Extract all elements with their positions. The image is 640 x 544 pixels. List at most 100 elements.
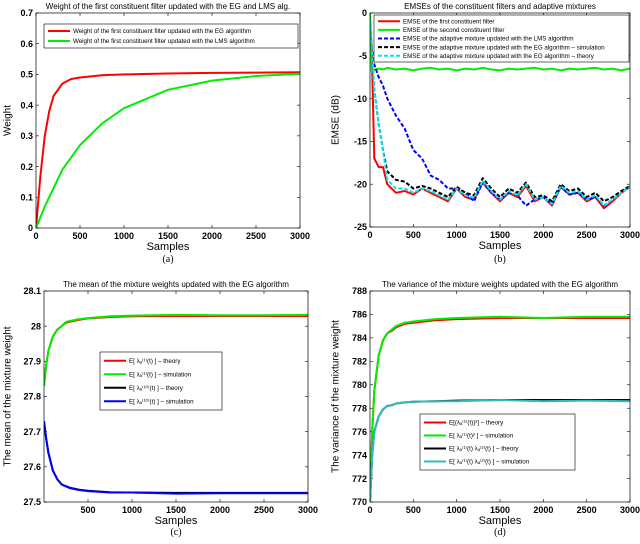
legend-entry: E[ λₐ⁽¹⁾(t)² ] – simulation: [449, 433, 514, 440]
chart-caption: (b): [494, 254, 506, 265]
y-tick-label: 0.4: [20, 100, 33, 110]
y-tick-label: 786: [352, 310, 367, 320]
legend-entry: E[ λₐ⁽¹⁾(t) ] – simulation: [129, 371, 192, 378]
y-axis-label: The mean of the mixture weight: [3, 326, 14, 466]
y-tick-label: 0.2: [20, 162, 33, 172]
legend-box: [43, 23, 299, 49]
chart-title: Weight of the first constituent filter u…: [46, 2, 290, 11]
x-tick-label: 1500: [490, 505, 510, 515]
x-tick-label: 2000: [202, 231, 222, 241]
x-tick-label: 500: [80, 505, 95, 515]
y-tick-label: 0.3: [20, 131, 33, 141]
x-axis-label: Samples: [155, 515, 198, 527]
x-tick-label: 2000: [533, 505, 553, 515]
y-tick-label: 0.1: [20, 192, 33, 202]
x-axis-label: Samples: [479, 515, 522, 527]
x-tick-label: 0: [33, 231, 38, 241]
chart-caption: (a): [162, 254, 173, 265]
x-tick-label: 2000: [210, 505, 230, 515]
legend: Weight of the first constituent filter u…: [43, 23, 299, 49]
y-tick-label: 27.6: [23, 462, 41, 472]
legend-entry: E[ λₐ⁽¹⁾(t) ] – theory: [129, 358, 181, 365]
chart-d: The variance of the mixture weights upda…: [331, 280, 640, 538]
plot-frame: [35, 12, 301, 229]
y-tick-label: 0: [28, 223, 33, 233]
legend-entry: EMSE of the second constituent filter: [403, 27, 504, 34]
series-line-4: [370, 21, 630, 203]
series-line-2: [370, 13, 630, 73]
y-tick-label: -5: [359, 51, 367, 61]
series-line-2: [44, 313, 308, 387]
x-tick-label: 0: [367, 505, 372, 515]
y-tick-label: -20: [354, 179, 367, 189]
x-tick-label: 1000: [122, 505, 142, 515]
series-line-2: [36, 72, 300, 228]
y-tick-label: -25: [354, 222, 367, 232]
plot-frame: [369, 290, 631, 503]
x-tick-label: 3000: [290, 231, 310, 241]
y-tick-label: 782: [352, 357, 367, 367]
x-tick-label: 500: [406, 505, 421, 515]
legend: E[ λₐ⁽¹⁾(t) ] – theory E[ λₐ⁽¹⁾(t) ] – si…: [99, 351, 223, 411]
legend: EMSE of the first constituent filterEMSE…: [373, 14, 630, 63]
legend-entry: E[ λₐ⁽¹⁰⁾(t) ] – theory: [129, 385, 184, 392]
chart-c: The mean of the mixture weights updated …: [3, 280, 319, 538]
y-tick-label: 770: [352, 497, 367, 507]
y-tick-label: 0.7: [20, 8, 33, 18]
plot-frame: [43, 290, 309, 503]
y-tick-label: 0: [362, 8, 367, 18]
series-line-4: [370, 399, 630, 502]
x-tick-label: 1500: [166, 505, 186, 515]
x-tick-label: 1000: [447, 505, 467, 515]
x-axis-label: Samples: [479, 240, 522, 252]
legend-entry: EMSE of the adaptive mixture updated wit…: [403, 53, 595, 60]
x-tick-label: 2500: [254, 505, 274, 515]
y-tick-label: 28: [31, 321, 41, 331]
chart-caption: (d): [494, 527, 506, 538]
legend-entry: E[ λₐ⁽¹⁾(t) λₐ⁽²⁾(t) ] – theory: [449, 446, 519, 453]
y-tick-label: 27.8: [23, 392, 41, 402]
x-tick-label: 3000: [298, 505, 318, 515]
y-tick-label: 788: [352, 286, 367, 296]
y-axis-label: EMSE (dB): [331, 95, 342, 145]
y-tick-label: 0.6: [20, 39, 33, 49]
legend-entry: EMSE of the adaptive mixture updated wit…: [403, 36, 574, 43]
x-tick-label: 2000: [533, 230, 553, 240]
x-tick-label: 2500: [246, 231, 266, 241]
x-tick-label: 1000: [447, 230, 467, 240]
y-tick-label: 776: [352, 427, 367, 437]
y-tick-label: 778: [352, 403, 367, 413]
y-tick-label: -10: [354, 94, 367, 104]
x-tick-label: 3000: [620, 230, 640, 240]
x-tick-label: 0: [367, 230, 372, 240]
x-tick-label: 2500: [577, 505, 597, 515]
series-line-4: [44, 420, 308, 495]
y-tick-label: 772: [352, 474, 367, 484]
y-tick-label: 28.1: [23, 286, 41, 296]
y-axis-label: Weight: [3, 105, 14, 136]
legend-entry: Weight of the first constituent filter u…: [73, 38, 255, 45]
chart-title: The mean of the mixture weights updated …: [63, 280, 289, 289]
chart-title: EMSEs of the constituent filters and ada…: [404, 2, 596, 11]
x-tick-label: 1500: [490, 230, 510, 240]
chart-caption: (c): [170, 527, 181, 538]
series-line-3: [44, 420, 308, 494]
plot-frame: [369, 12, 631, 228]
x-tick-label: 500: [406, 230, 421, 240]
y-tick-label: 27.7: [23, 427, 41, 437]
y-axis-label: The variance of the mixture weight: [331, 320, 342, 473]
series-line-5: [370, 21, 630, 207]
y-tick-label: 780: [352, 380, 367, 390]
x-tick-label: 3000: [620, 505, 640, 515]
x-tick-label: 500: [72, 231, 87, 241]
series-line-1: [370, 317, 630, 502]
chart-title: The variance of the mixture weights upda…: [382, 280, 618, 289]
y-tick-label: 27.5: [23, 497, 41, 507]
x-axis-label: Samples: [147, 241, 190, 253]
chart-a: Weight of the first constituent filter u…: [3, 2, 311, 265]
series-line-2: [370, 315, 630, 502]
legend-entry: E[ λₐ⁽¹⁾(t) λₐ⁽²⁾(t) ] – simulation: [449, 459, 530, 466]
legend-entry: EMSE of the adaptive mixture updated wit…: [403, 44, 605, 51]
x-tick-label: 1500: [158, 231, 178, 241]
